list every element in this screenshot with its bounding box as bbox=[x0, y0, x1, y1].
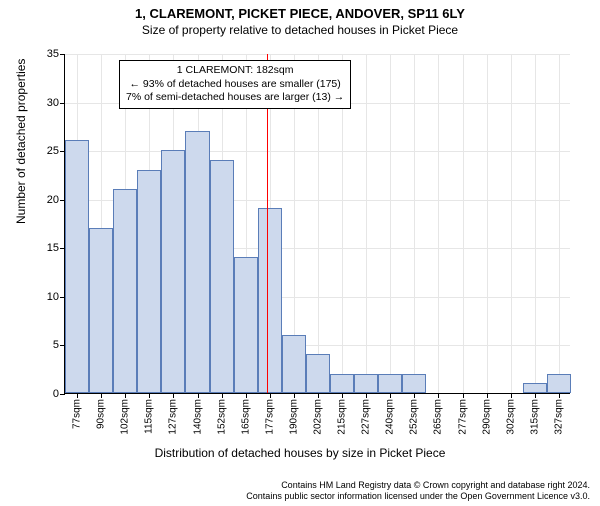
histogram-bar bbox=[161, 150, 185, 393]
histogram-bar bbox=[113, 189, 137, 393]
ytick-mark bbox=[60, 103, 65, 104]
xtick-label: 327sqm bbox=[553, 399, 564, 435]
xtick-label: 265sqm bbox=[433, 399, 444, 435]
xtick-label: 290sqm bbox=[481, 399, 492, 435]
histogram-bar bbox=[306, 354, 330, 393]
xtick-mark bbox=[246, 393, 247, 398]
gridline-v bbox=[414, 54, 415, 393]
xtick-mark bbox=[222, 393, 223, 398]
x-axis-label: Distribution of detached houses by size … bbox=[0, 446, 600, 460]
xtick-label: 127sqm bbox=[168, 399, 179, 435]
histogram-bar bbox=[378, 374, 402, 393]
chart-container: 1, CLAREMONT, PICKET PIECE, ANDOVER, SP1… bbox=[0, 6, 600, 506]
histogram-bar bbox=[234, 257, 258, 393]
annotation-line: 7% of semi-detached houses are larger (1… bbox=[126, 91, 344, 105]
xtick-label: 277sqm bbox=[457, 399, 468, 435]
gridline-v bbox=[366, 54, 367, 393]
gridline-v bbox=[463, 54, 464, 393]
xtick-mark bbox=[390, 393, 391, 398]
footer-line-1: Contains HM Land Registry data © Crown c… bbox=[246, 480, 590, 491]
xtick-mark bbox=[318, 393, 319, 398]
xtick-label: 115sqm bbox=[144, 399, 155, 434]
gridline-v bbox=[390, 54, 391, 393]
ytick-label: 30 bbox=[47, 97, 59, 109]
histogram-bar bbox=[282, 335, 306, 393]
histogram-bar bbox=[210, 160, 234, 393]
xtick-mark bbox=[149, 393, 150, 398]
xtick-mark bbox=[463, 393, 464, 398]
xtick-label: 102sqm bbox=[120, 399, 131, 435]
xtick-label: 165sqm bbox=[240, 399, 251, 435]
xtick-mark bbox=[438, 393, 439, 398]
xtick-mark bbox=[173, 393, 174, 398]
xtick-label: 190sqm bbox=[288, 399, 299, 435]
xtick-label: 177sqm bbox=[264, 399, 275, 435]
gridline-v bbox=[535, 54, 536, 393]
gridline-v bbox=[487, 54, 488, 393]
chart-area: 0510152025303577sqm90sqm102sqm115sqm127s… bbox=[64, 54, 570, 394]
xtick-mark bbox=[342, 393, 343, 398]
histogram-bar bbox=[402, 374, 426, 393]
histogram-bar bbox=[547, 374, 571, 393]
xtick-label: 302sqm bbox=[505, 399, 516, 435]
xtick-label: 77sqm bbox=[72, 399, 83, 429]
ytick-label: 15 bbox=[47, 242, 59, 254]
xtick-label: 252sqm bbox=[409, 399, 420, 435]
chart-title: 1, CLAREMONT, PICKET PIECE, ANDOVER, SP1… bbox=[0, 6, 600, 21]
gridline-v bbox=[559, 54, 560, 393]
annotation-line: 1 CLAREMONT: 182sqm bbox=[126, 64, 344, 78]
attribution-footer: Contains HM Land Registry data © Crown c… bbox=[246, 480, 590, 502]
histogram-bar bbox=[65, 140, 89, 393]
histogram-bar bbox=[354, 374, 378, 393]
xtick-mark bbox=[77, 393, 78, 398]
xtick-label: 140sqm bbox=[192, 399, 203, 435]
ytick-label: 0 bbox=[53, 388, 59, 400]
ytick-mark bbox=[60, 54, 65, 55]
xtick-mark bbox=[125, 393, 126, 398]
xtick-mark bbox=[294, 393, 295, 398]
histogram-bar bbox=[523, 383, 547, 393]
xtick-mark bbox=[366, 393, 367, 398]
ytick-label: 25 bbox=[47, 145, 59, 157]
gridline-v bbox=[511, 54, 512, 393]
xtick-mark bbox=[535, 393, 536, 398]
ytick-label: 20 bbox=[47, 194, 59, 206]
ytick-label: 35 bbox=[47, 48, 59, 60]
chart-subtitle: Size of property relative to detached ho… bbox=[0, 23, 600, 37]
xtick-mark bbox=[101, 393, 102, 398]
histogram-bar bbox=[137, 170, 161, 393]
histogram-bar bbox=[330, 374, 354, 393]
xtick-mark bbox=[487, 393, 488, 398]
xtick-label: 240sqm bbox=[385, 399, 396, 435]
histogram-bar bbox=[258, 208, 282, 393]
xtick-mark bbox=[198, 393, 199, 398]
xtick-label: 315sqm bbox=[529, 399, 540, 435]
xtick-mark bbox=[559, 393, 560, 398]
histogram-bar bbox=[185, 131, 209, 393]
plot-region: 0510152025303577sqm90sqm102sqm115sqm127s… bbox=[64, 54, 570, 394]
xtick-mark bbox=[270, 393, 271, 398]
annotation-line: ← 93% of detached houses are smaller (17… bbox=[126, 78, 344, 92]
ytick-mark bbox=[60, 394, 65, 395]
histogram-bar bbox=[89, 228, 113, 393]
xtick-label: 90sqm bbox=[96, 399, 107, 429]
ytick-label: 10 bbox=[47, 291, 59, 303]
gridline-v bbox=[438, 54, 439, 393]
xtick-mark bbox=[414, 393, 415, 398]
xtick-label: 215sqm bbox=[337, 399, 348, 435]
xtick-label: 152sqm bbox=[216, 399, 227, 435]
xtick-label: 202sqm bbox=[313, 399, 324, 435]
ytick-label: 5 bbox=[53, 339, 59, 351]
xtick-mark bbox=[511, 393, 512, 398]
annotation-box: 1 CLAREMONT: 182sqm← 93% of detached hou… bbox=[119, 60, 351, 109]
xtick-label: 227sqm bbox=[361, 399, 372, 435]
footer-line-2: Contains public sector information licen… bbox=[246, 491, 590, 502]
y-axis-label: Number of detached properties bbox=[14, 59, 28, 224]
